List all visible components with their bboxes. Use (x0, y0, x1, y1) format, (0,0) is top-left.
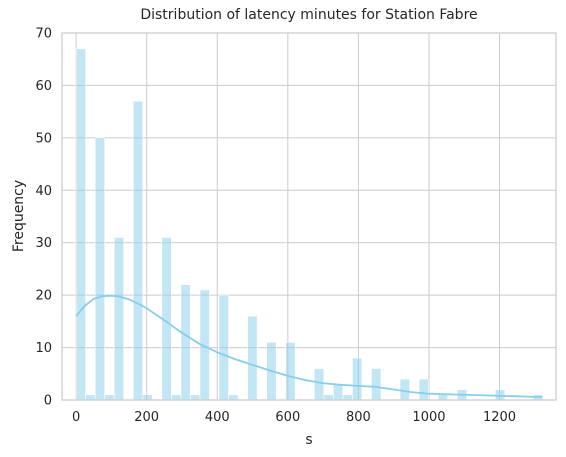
y-tick-label: 70 (35, 27, 52, 42)
histogram-bar (142, 394, 153, 401)
chart-title: Distribution of latency minutes for Stat… (140, 7, 477, 23)
histogram-bar (495, 389, 506, 401)
y-tick-label: 10 (35, 341, 52, 356)
histogram-bar (285, 342, 296, 401)
x-axis-ticks: 0 200 400 600 800 1000 1200 (72, 410, 516, 425)
grid-lines (62, 32, 556, 401)
y-tick-label: 30 (35, 236, 52, 251)
histogram-bar (94, 137, 105, 401)
y-tick-label: 60 (35, 79, 52, 94)
histogram-bar (85, 394, 96, 401)
x-tick-label: 200 (134, 410, 159, 425)
y-tick-label: 0 (44, 394, 52, 409)
histogram-bar (342, 394, 353, 401)
histogram-bar (171, 394, 182, 401)
x-tick-label: 1000 (412, 410, 445, 425)
kde-curve-layer (75, 294, 542, 398)
histogram-bar (104, 394, 115, 401)
y-tick-label: 20 (35, 289, 52, 304)
y-axis-label: Frequency (11, 180, 27, 252)
histogram-bar (333, 383, 344, 401)
histogram-bar (218, 294, 229, 401)
x-tick-label: 400 (205, 410, 230, 425)
histogram-bar (113, 237, 125, 401)
y-axis-ticks: 0 10 20 30 40 50 60 70 (35, 27, 52, 409)
histogram-bar (399, 378, 410, 401)
histogram-bar (323, 394, 334, 401)
x-axis-label: s (305, 432, 312, 448)
histogram-bar (418, 378, 429, 401)
histogram-bar (352, 357, 363, 401)
histogram-bar (132, 100, 144, 401)
plot-frame (61, 32, 557, 401)
kde-curve (75, 294, 542, 398)
histogram-bar (180, 284, 191, 401)
histogram-bar (190, 394, 201, 401)
histogram-bar (437, 394, 448, 401)
histogram-bar (228, 394, 239, 401)
x-tick-label: 600 (275, 410, 300, 425)
histogram-bars (75, 48, 544, 401)
histogram-bar (75, 48, 86, 401)
y-tick-label: 50 (35, 131, 52, 146)
y-tick-label: 40 (35, 184, 52, 199)
histogram-bar (371, 368, 382, 401)
histogram-bar (313, 368, 325, 401)
histogram-bar (247, 315, 258, 401)
x-tick-label: 800 (346, 410, 371, 425)
x-tick-label: 1200 (483, 410, 516, 425)
x-tick-label: 0 (72, 410, 80, 425)
